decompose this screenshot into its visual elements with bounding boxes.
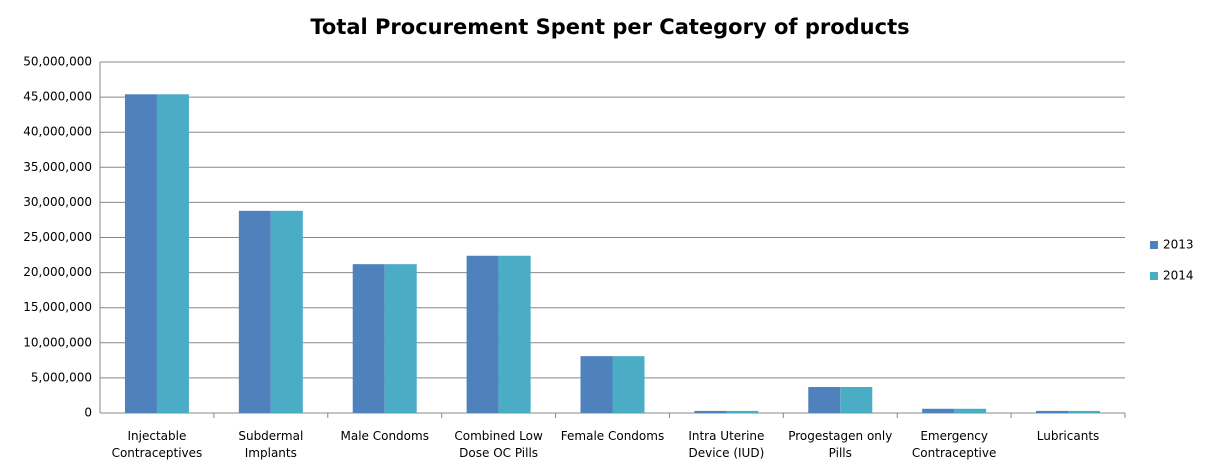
x-tick-label: Male Condoms bbox=[340, 429, 429, 443]
legend-label: 2013 bbox=[1163, 238, 1194, 252]
bar bbox=[124, 94, 157, 414]
x-tick-label: Combined Low Dose OC Pills bbox=[454, 429, 543, 460]
bar bbox=[498, 255, 531, 413]
x-tick-label: Intra Uterine Device (IUD) bbox=[688, 429, 765, 460]
y-tick-label: 5,000,000 bbox=[31, 370, 92, 384]
y-tick-label: 50,000,000 bbox=[23, 55, 92, 69]
x-tick-label: Lubricants bbox=[1036, 429, 1100, 443]
bar bbox=[694, 410, 727, 413]
bar bbox=[352, 264, 385, 413]
bar bbox=[922, 408, 955, 413]
legend-swatch bbox=[1150, 241, 1158, 249]
y-tick-label: 30,000,000 bbox=[23, 195, 92, 209]
bar bbox=[808, 387, 841, 413]
legend-label: 2014 bbox=[1163, 269, 1194, 283]
legend-swatch bbox=[1150, 272, 1158, 280]
chart-title: Total Procurement Spent per Category of … bbox=[310, 15, 909, 39]
bar bbox=[612, 356, 645, 413]
bar bbox=[580, 356, 613, 413]
bar bbox=[270, 210, 303, 413]
x-tick-label: Progestagen only Pills bbox=[788, 429, 893, 460]
y-tick-label: 0 bbox=[84, 406, 92, 420]
y-tick-label: 40,000,000 bbox=[23, 125, 92, 139]
y-tick-label: 15,000,000 bbox=[23, 300, 92, 314]
x-tick-label: Female Condoms bbox=[560, 429, 665, 443]
bar bbox=[840, 387, 873, 413]
bar bbox=[156, 94, 189, 414]
y-tick-label: 20,000,000 bbox=[23, 265, 92, 279]
bar bbox=[1068, 410, 1101, 413]
x-tick-label: Subdermal Implants bbox=[238, 429, 304, 460]
bar bbox=[954, 408, 987, 413]
x-tick-label: Emergency Contraceptive bbox=[911, 429, 997, 460]
bar bbox=[238, 210, 271, 413]
bar bbox=[466, 255, 499, 413]
y-tick-label: 45,000,000 bbox=[23, 90, 92, 104]
bar bbox=[1036, 410, 1069, 413]
y-tick-label: 35,000,000 bbox=[23, 160, 92, 174]
bar bbox=[384, 264, 417, 413]
y-tick-label: 10,000,000 bbox=[23, 335, 92, 349]
bar bbox=[726, 410, 759, 413]
x-tick-label: Injectable Contraceptives bbox=[111, 429, 203, 460]
y-tick-label: 25,000,000 bbox=[23, 230, 92, 244]
